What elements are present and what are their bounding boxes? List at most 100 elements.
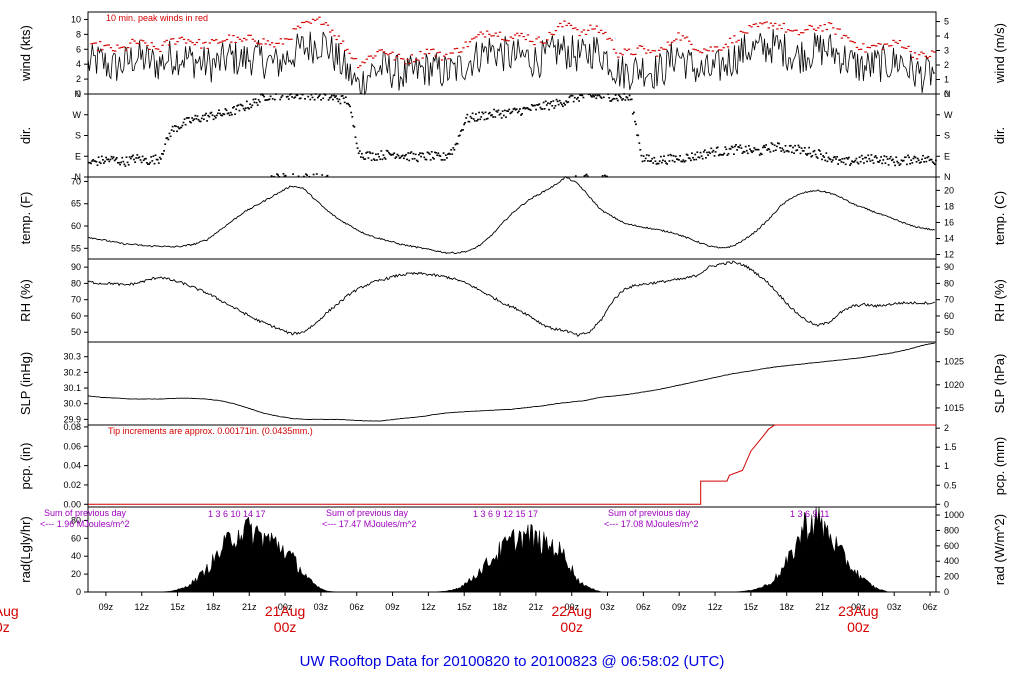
direction-point: [341, 95, 344, 97]
direction-point: [691, 152, 693, 154]
direction-point: [849, 164, 851, 166]
direction-point: [693, 158, 695, 161]
direction-point: [697, 156, 700, 158]
direction-point: [748, 145, 750, 147]
direction-point: [438, 154, 441, 157]
direction-point: [728, 147, 731, 150]
direction-point: [884, 162, 887, 164]
direction-point: [97, 156, 100, 158]
direction-point: [193, 118, 196, 120]
direction-point: [435, 152, 437, 154]
direction-point: [571, 94, 574, 97]
direction-point: [535, 108, 537, 111]
direction-point: [860, 154, 863, 157]
direction-point: [898, 164, 901, 166]
direction-point: [171, 125, 174, 128]
direction-point: [577, 96, 579, 99]
direction-point: [214, 117, 217, 119]
direction-point: [914, 156, 917, 159]
direction-point: [269, 95, 272, 98]
direction-point: [349, 105, 351, 108]
direction-point: [287, 98, 290, 100]
direction-point: [609, 100, 612, 102]
y-tick-label: 30.1: [63, 383, 81, 393]
direction-point: [622, 98, 624, 100]
direction-point: [928, 159, 931, 162]
direction-point: [810, 155, 813, 158]
direction-point: [554, 105, 557, 107]
direction-point: [110, 155, 113, 158]
direction-point: [354, 136, 357, 138]
direction-point: [565, 100, 568, 102]
direction-point: [629, 98, 632, 101]
direction-point: [253, 101, 256, 104]
direction-point: [492, 116, 494, 118]
solar-sum-label: Sum of previous day: [326, 508, 409, 518]
direction-point: [642, 155, 645, 157]
direction-point: [132, 154, 134, 157]
direction-point: [901, 160, 904, 162]
direction-point: [507, 110, 509, 112]
direction-point: [678, 159, 680, 161]
direction-point: [530, 104, 533, 106]
y-tick-label: 40: [71, 551, 81, 561]
direction-point: [315, 173, 318, 175]
direction-point: [295, 94, 298, 96]
direction-point: [509, 112, 512, 115]
direction-point: [758, 154, 761, 156]
direction-point: [664, 160, 666, 162]
direction-point: [795, 149, 798, 152]
direction-point: [931, 161, 934, 163]
direction-point: [463, 123, 465, 126]
direction-point: [647, 160, 649, 162]
direction-point: [608, 97, 611, 99]
direction-point: [151, 160, 154, 162]
direction-point: [926, 156, 929, 159]
direction-point: [357, 152, 360, 154]
direction-point: [566, 101, 569, 104]
direction-point: [772, 150, 775, 152]
direction-point: [762, 146, 764, 149]
y-tick-label: 0: [76, 89, 81, 99]
direction-point: [731, 146, 734, 149]
direction-point: [429, 159, 432, 161]
direction-point: [248, 107, 250, 110]
panel-frame: [87, 341, 937, 426]
direction-point: [542, 101, 545, 104]
direction-point: [770, 142, 773, 144]
direction-point: [863, 162, 865, 164]
direction-point: [493, 108, 495, 111]
direction-point: [929, 158, 932, 161]
solar-sum-label: Sum of previous day: [608, 508, 691, 518]
direction-point: [611, 98, 614, 101]
direction-point: [408, 159, 411, 162]
direction-point: [484, 111, 487, 114]
direction-point: [888, 157, 891, 160]
direction-point: [834, 156, 836, 158]
direction-point: [584, 174, 587, 177]
direction-point: [774, 149, 777, 151]
direction-point: [766, 149, 769, 151]
direction-point: [562, 105, 564, 108]
direction-point: [671, 159, 674, 162]
direction-point: [573, 96, 576, 99]
direction-point: [462, 129, 464, 131]
direction-point: [318, 95, 320, 97]
direction-point: [319, 93, 321, 96]
y-tick-label-right: 0.5: [944, 480, 957, 490]
x-tick-label: 12z: [134, 602, 149, 612]
x-tick-label: 15z: [457, 602, 472, 612]
direction-point: [856, 161, 859, 164]
direction-point: [674, 155, 677, 158]
direction-point: [722, 154, 724, 156]
y-tick-label-right: 14: [944, 234, 954, 244]
direction-point: [211, 114, 214, 116]
direction-point: [918, 162, 921, 164]
direction-point: [375, 153, 377, 156]
direction-point: [726, 154, 729, 156]
date-label-hour: 00z: [560, 619, 583, 635]
direction-point: [599, 96, 602, 98]
direction-point: [525, 107, 528, 109]
x-tick-label: 12z: [708, 602, 723, 612]
y-tick-label-right: 400: [944, 556, 959, 566]
